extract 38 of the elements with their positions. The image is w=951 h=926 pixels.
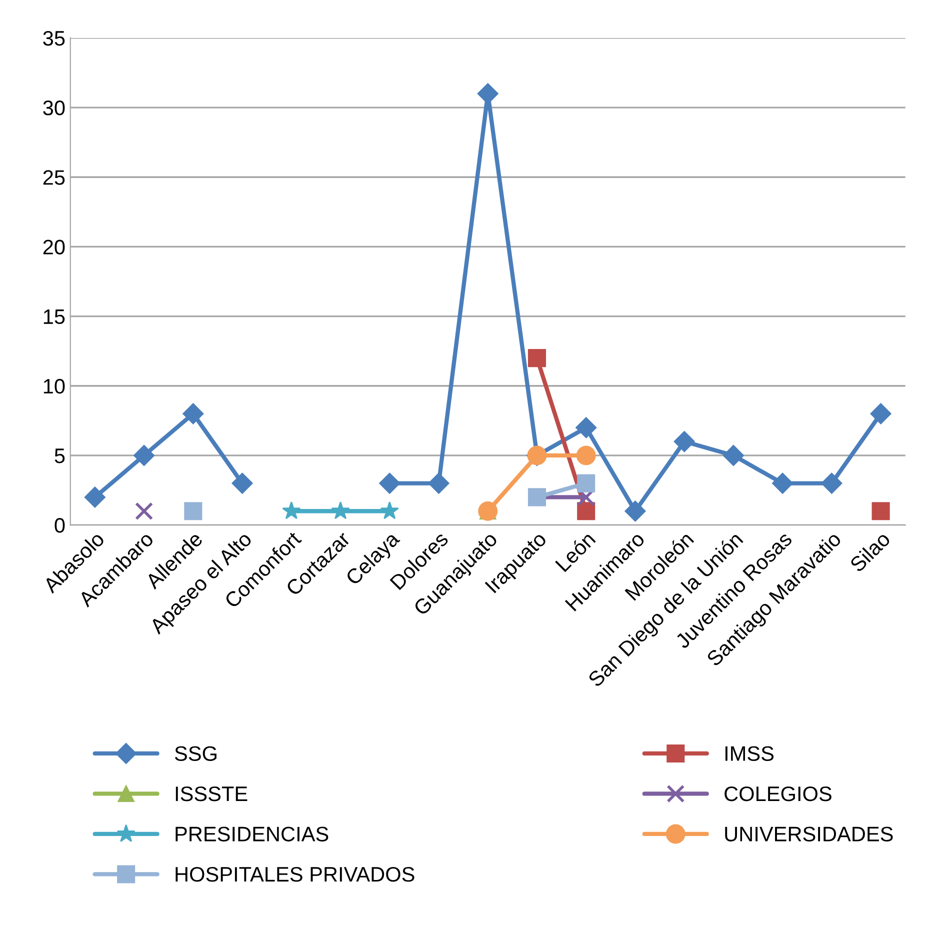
legend-label: COLEGIOS bbox=[724, 786, 832, 802]
point bbox=[84, 486, 106, 508]
point bbox=[576, 446, 596, 466]
y-tick-label: 30 bbox=[43, 100, 65, 116]
y-tick-label: 10 bbox=[44, 378, 65, 394]
y-tick-label: 25 bbox=[43, 170, 65, 185]
point bbox=[577, 474, 596, 492]
y-tick-label: 0 bbox=[54, 518, 65, 533]
legend-label: HOSPITALES PRIVADOS bbox=[176, 866, 414, 882]
point bbox=[182, 403, 204, 424]
point bbox=[331, 501, 350, 520]
legend-label: PRESIDENCIAS bbox=[176, 826, 328, 842]
point bbox=[135, 502, 154, 520]
y-tick-label: 35 bbox=[43, 30, 65, 46]
point bbox=[380, 501, 399, 520]
point bbox=[577, 502, 596, 520]
point bbox=[134, 444, 155, 466]
point bbox=[872, 502, 890, 520]
point bbox=[674, 431, 695, 452]
y-tick-label: 20 bbox=[43, 240, 65, 254]
legend-label: IMSS bbox=[725, 746, 774, 761]
y-tick-label: 5 bbox=[54, 448, 65, 464]
y-tick-label: 15 bbox=[44, 310, 65, 324]
point bbox=[428, 472, 450, 494]
point bbox=[232, 472, 253, 494]
legend-label: ISSSTE bbox=[176, 786, 248, 802]
point bbox=[722, 444, 744, 466]
point bbox=[870, 403, 892, 424]
point bbox=[379, 472, 400, 494]
legend-label: SSG bbox=[174, 746, 216, 761]
point bbox=[772, 472, 794, 494]
point bbox=[528, 349, 546, 368]
point bbox=[184, 502, 202, 520]
point bbox=[624, 500, 646, 522]
legend-label: UNIVERSIDADES bbox=[725, 826, 893, 842]
point bbox=[821, 472, 842, 494]
point bbox=[282, 501, 301, 520]
point bbox=[576, 417, 597, 438]
